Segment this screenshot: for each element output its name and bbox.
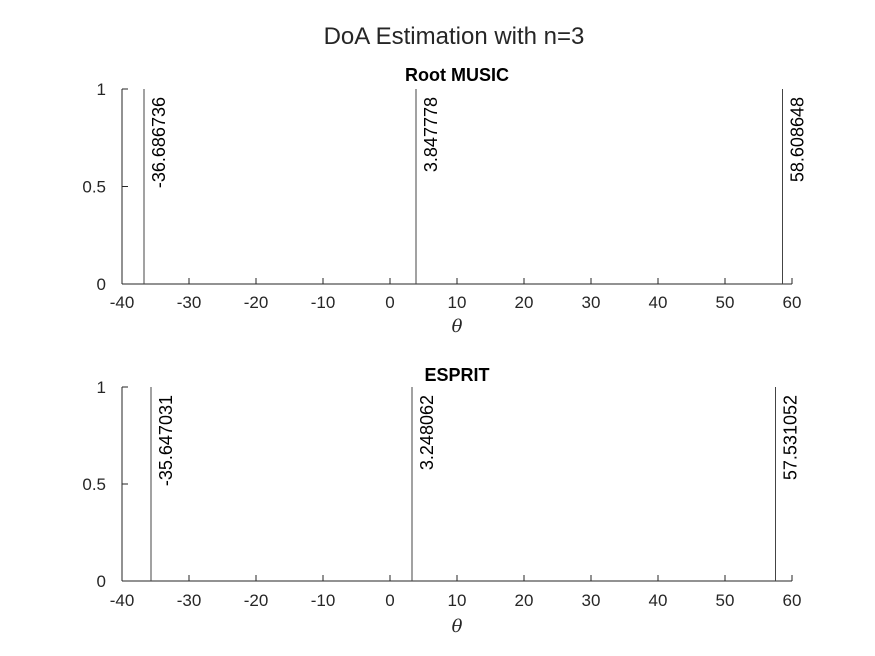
y-tick-label: 1 [97,80,106,99]
x-tick-label: 30 [582,293,601,312]
x-tick-label: 0 [385,591,394,610]
x-tick-label: -10 [311,293,336,312]
x-tick-label: 0 [385,293,394,312]
subplot-title: Root MUSIC [405,65,509,85]
x-tick-label: 50 [716,591,735,610]
x-tick-label: 60 [783,591,802,610]
stem-value-label: 57.531052 [780,395,800,480]
y-tick-label: 0.5 [82,475,106,494]
x-axis-label: θ [452,316,463,337]
x-tick-label: -30 [177,293,202,312]
x-tick-label: 20 [515,591,534,610]
stem-value-label: 3.248062 [417,395,437,470]
subplot-2: ESPRIT -40 -30 -20 -10 0 10 20 30 40 50 60 0 0.5 1 θ -35… [82,365,801,637]
x-tick-label: -10 [311,591,336,610]
x-tick-label: 30 [582,591,601,610]
subplot-1: Root MUSIC -40 -30 -20 -10 0 10 20 30 40 50 60 0 0.5 1… [82,65,807,337]
stem-value-label: -36.686736 [149,97,169,188]
x-tick-label: -20 [244,591,269,610]
subplot-title: ESPRIT [424,365,489,385]
x-tick-label: 10 [448,293,467,312]
figure-title: DoA Estimation with n=3 [324,23,585,50]
x-tick-label: -40 [110,293,135,312]
y-tick-label: 0 [97,275,106,294]
y-tick-label: 1 [97,378,106,397]
x-tick-label: 60 [783,293,802,312]
y-tick-label: 0 [97,572,106,591]
x-tick-label: 20 [515,293,534,312]
stem-value-label: 3.847778 [421,97,441,172]
x-tick-label: -20 [244,293,269,312]
x-tick-label: 40 [649,591,668,610]
y-tick-label: 0.5 [82,178,106,197]
x-tick-label: 40 [649,293,668,312]
stem-value-label: 58.608648 [788,97,808,182]
x-axis-label: θ [452,616,463,637]
x-tick-label: -40 [110,591,135,610]
x-tick-label: -30 [177,591,202,610]
stem-value-label: -35.647031 [156,395,176,486]
x-tick-label: 10 [448,591,467,610]
x-tick-label: 50 [716,293,735,312]
subplots: Root MUSIC-40 -30 -20 -10 0 10 20 30 40 50 6000.51… [82,65,807,637]
